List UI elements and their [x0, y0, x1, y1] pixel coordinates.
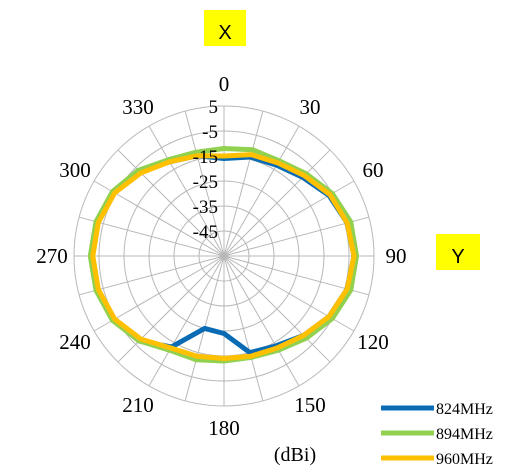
x-axis-tag-box [204, 10, 246, 46]
grid-spoke [223, 255, 264, 402]
series-line [90, 152, 357, 361]
legend-label: 824MHz [436, 401, 493, 418]
grid-spoke [117, 149, 225, 257]
grid-spoke [117, 255, 225, 363]
grid-spoke [223, 255, 331, 363]
grid-spoke [78, 255, 225, 296]
y-axis-tag: Y [451, 246, 464, 268]
angle-tick-label: 210 [122, 393, 154, 417]
grid-spoke [223, 255, 300, 387]
angle-tick-label: 180 [208, 416, 240, 440]
y-axis-tag-box [436, 234, 480, 270]
series-line [87, 146, 359, 364]
angle-tick-label: 90 [386, 244, 407, 268]
angle-tick-label: 300 [59, 158, 91, 182]
radial-tick-label: -5 [202, 122, 218, 143]
angle-tick-label: 0 [219, 72, 230, 96]
label-layer: 0 30 60 90 120 150 180 210 240 270 300 330 5 -5 -15 -25… [36, 72, 406, 440]
series-layer [87, 146, 359, 364]
radial-tick-label: -15 [193, 147, 218, 168]
grid-spoke [223, 149, 331, 257]
angle-tick-label: 240 [59, 330, 91, 354]
grid-spoke [78, 216, 225, 257]
angle-tick-label: 60 [362, 158, 383, 182]
angle-tick-label: 150 [294, 393, 326, 417]
angle-tick-label: 270 [36, 244, 68, 268]
angle-tick-label: 30 [300, 95, 321, 119]
legend: 824MHz 894MHz 960MHz [381, 401, 493, 468]
grid-spoke [148, 255, 225, 387]
radial-tick-label: -25 [193, 172, 218, 193]
grid-spoke [223, 125, 300, 257]
legend-label: 960MHz [436, 451, 493, 468]
radial-tick-label: 5 [209, 97, 219, 118]
angle-tick-label: 120 [357, 330, 389, 354]
unit-label: (dBi) [274, 444, 316, 466]
radial-tick-label: -35 [193, 197, 218, 218]
grid-spoke [184, 110, 225, 257]
legend-label: 894MHz [436, 426, 493, 443]
grid-spoke [223, 110, 264, 257]
radial-tick-label: -45 [193, 222, 218, 243]
grid-spoke [148, 125, 225, 257]
angle-tick-label: 330 [122, 95, 154, 119]
x-axis-tag: X [218, 22, 231, 44]
